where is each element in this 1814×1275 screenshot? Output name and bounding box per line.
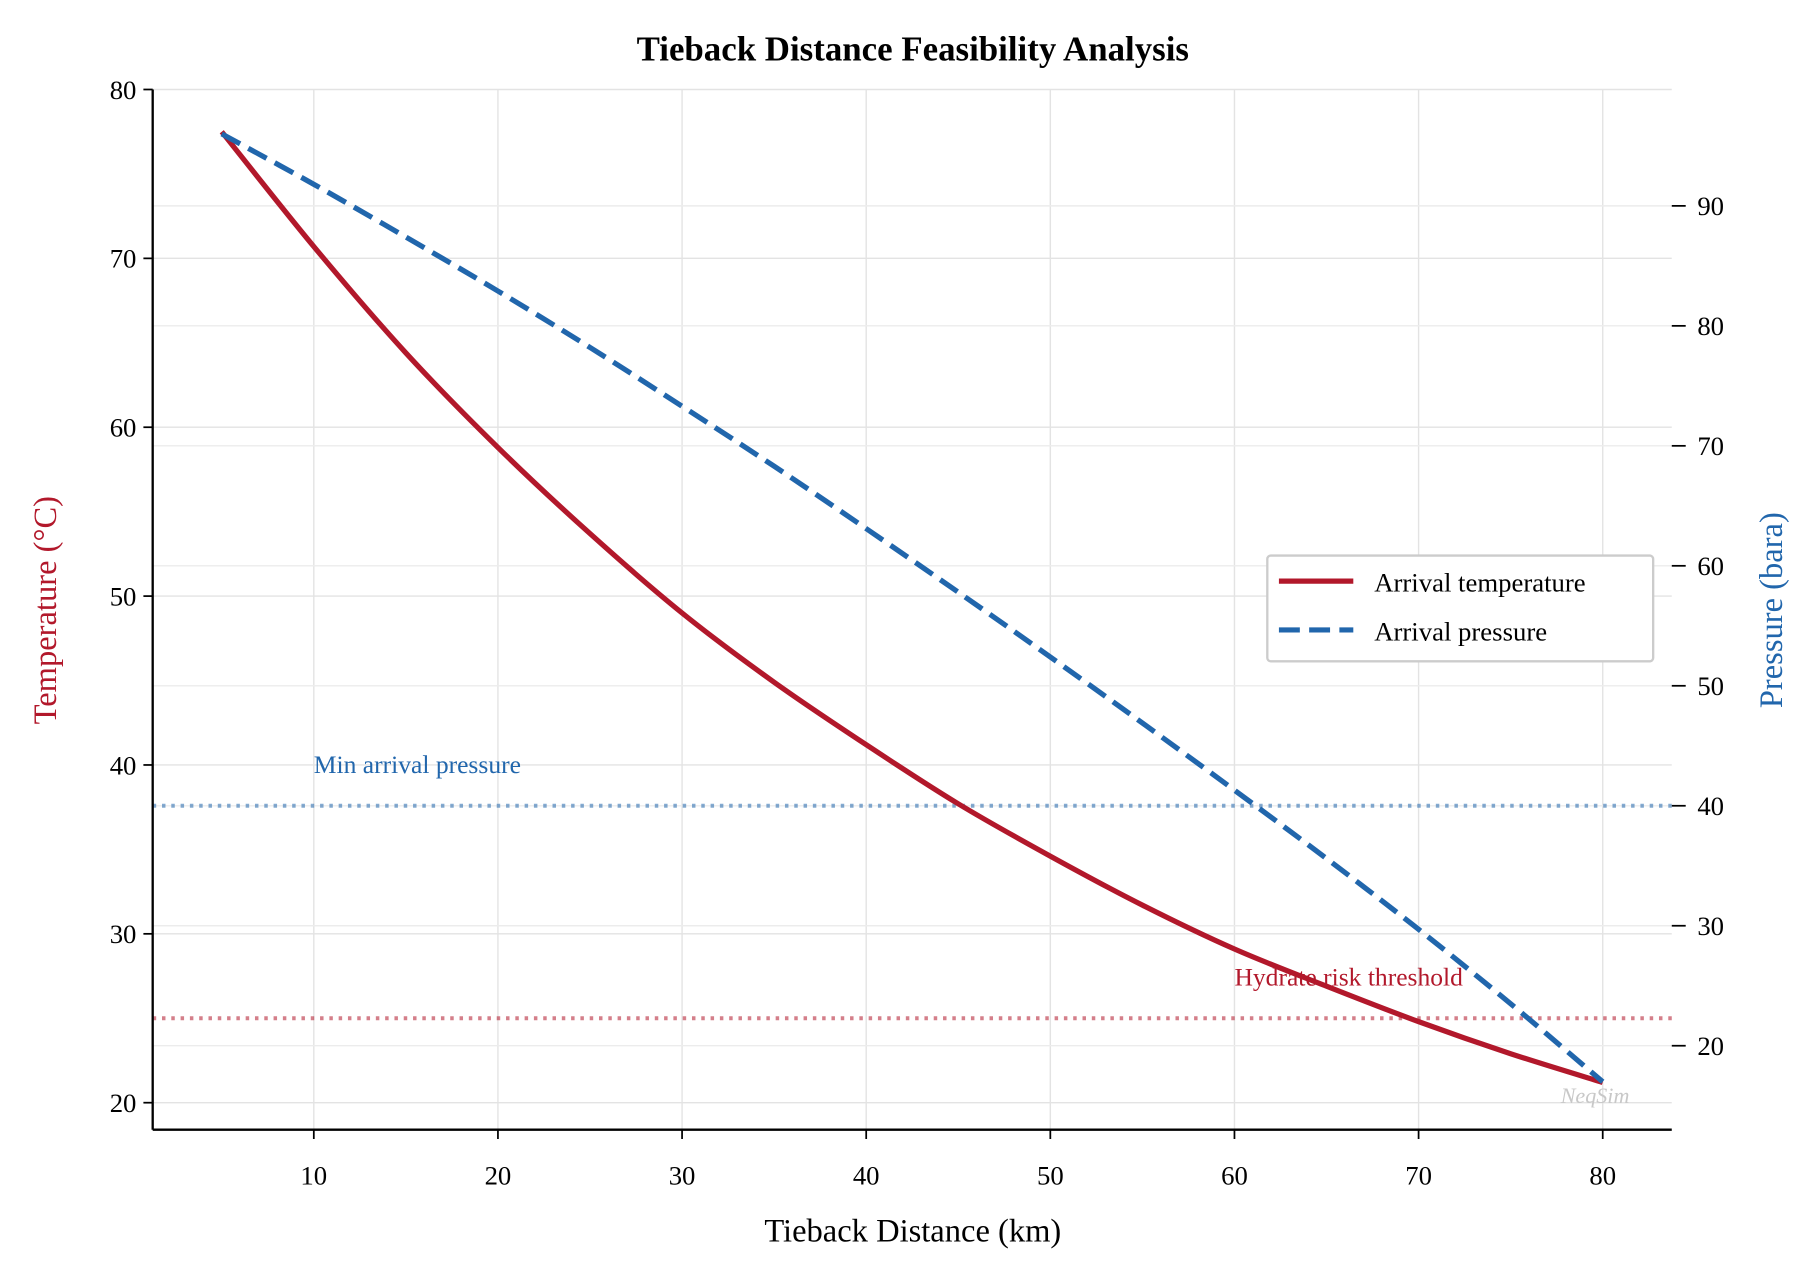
- legend: Arrival temperature Arrival pressure: [1266, 554, 1655, 663]
- x-tick-label: 40: [853, 1160, 880, 1190]
- pressure-line: [220, 131, 1605, 1084]
- y-left-tick-label: 70: [110, 244, 137, 274]
- x-tick-label: 70: [1405, 1160, 1432, 1190]
- x-tick-label: 50: [1037, 1160, 1064, 1190]
- legend-box: [1266, 554, 1655, 663]
- watermark: NeqSim: [1560, 1083, 1630, 1108]
- x-tick-label: 80: [1589, 1160, 1616, 1190]
- x-tick-label: 60: [1221, 1160, 1248, 1190]
- legend-temperature-label: Arrival temperature: [1374, 568, 1585, 598]
- y-right-tick-label: 80: [1697, 311, 1724, 341]
- y-right-tick-label: 60: [1697, 551, 1724, 581]
- grid: [152, 88, 1672, 1130]
- y-right-tick-label: 40: [1697, 791, 1724, 821]
- x-tick-label: 10: [300, 1160, 327, 1190]
- y-axis-right-label: Pressure (bara): [1754, 512, 1790, 708]
- y-left-tick-label: 30: [110, 919, 137, 949]
- series-lines: [219, 130, 1605, 1085]
- threshold-label: Hydrate risk threshold: [1234, 963, 1463, 992]
- y-left-tick-label: 50: [110, 581, 137, 611]
- y-left-tick-label: 20: [110, 1088, 137, 1118]
- y-right-tick-label: 30: [1697, 911, 1724, 941]
- y-axis-left-label: Temperature (°C): [28, 496, 64, 724]
- threshold-label: Min arrival pressure: [314, 750, 521, 779]
- chart-title: Tieback Distance Feasibility Analysis: [637, 29, 1189, 68]
- x-axis-label: Tieback Distance (km): [764, 1213, 1061, 1249]
- y-left-tick-label: 40: [110, 750, 137, 780]
- axes: 10 20 30 40 50 60 70 80 20 30 40 50 60 70 80 20 30 40 50 60…: [110, 75, 1724, 1191]
- y-right-tick-label: 20: [1697, 1031, 1724, 1061]
- y-right-tick-label: 90: [1697, 191, 1724, 221]
- y-right-tick-label: 50: [1697, 671, 1724, 701]
- legend-pressure-label: Arrival pressure: [1374, 616, 1547, 646]
- threshold-lines: Hydrate risk threshold Min arrival pressu…: [152, 750, 1672, 1021]
- y-right-tick-label: 70: [1697, 431, 1724, 461]
- x-tick-label: 30: [669, 1160, 696, 1190]
- y-left-tick-label: 60: [110, 413, 137, 443]
- y-left-tick-label: 80: [110, 75, 137, 105]
- x-tick-label: 20: [485, 1160, 512, 1190]
- temperature-line: [219, 130, 1604, 1085]
